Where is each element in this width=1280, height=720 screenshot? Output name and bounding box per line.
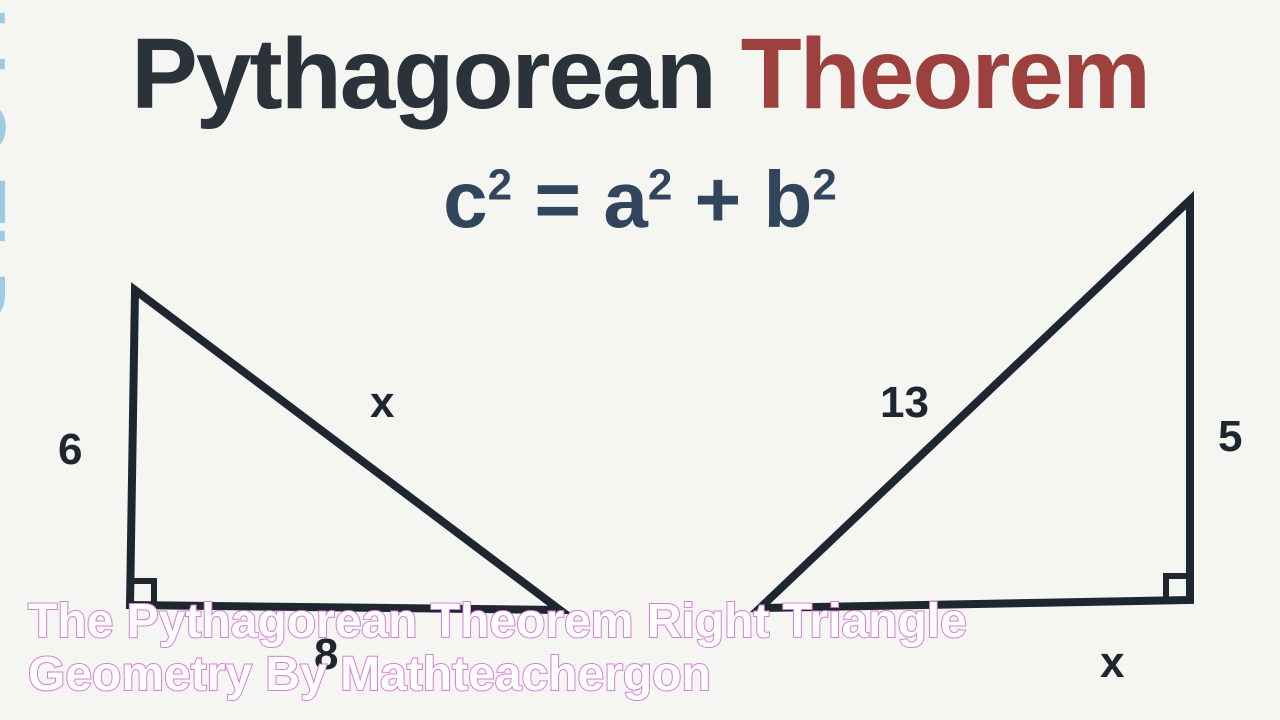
triangle-right <box>760 200 1190 608</box>
label-left-hypotenuse: x <box>370 378 394 428</box>
label-left-vertical: 6 <box>58 425 82 475</box>
label-right-hypotenuse: 13 <box>880 378 929 428</box>
label-right-vertical: 5 <box>1218 412 1242 462</box>
caption-line-2: Geometry By Mathteachergon <box>28 648 711 701</box>
caption-line-1: The Pythagorean Theorem Right Triangle <box>28 595 967 648</box>
triangle-left-shape <box>130 290 560 610</box>
triangle-left <box>130 290 560 610</box>
triangle-right-shape <box>760 200 1190 608</box>
video-caption: The Pythagorean Theorem Right Triangle G… <box>28 595 1228 703</box>
